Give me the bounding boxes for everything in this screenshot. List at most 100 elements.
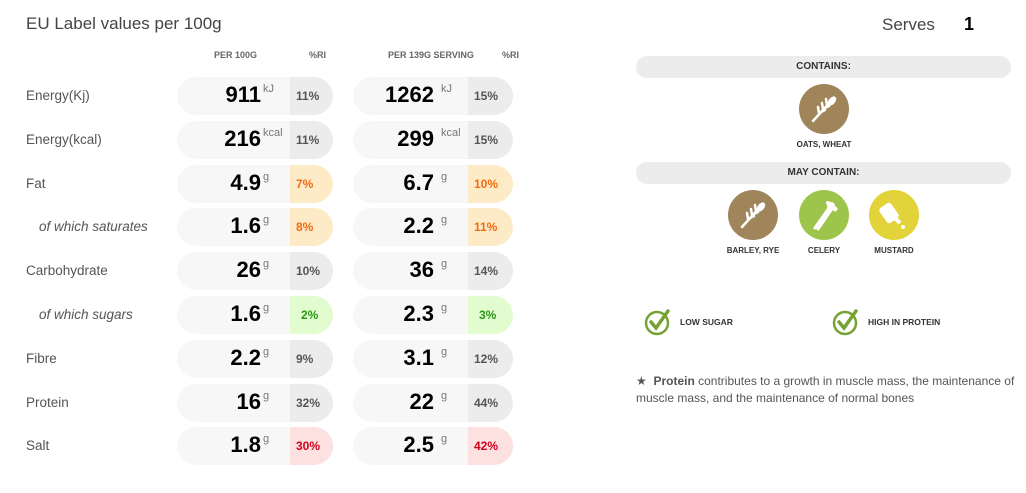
nutrient-label: Salt bbox=[26, 438, 50, 454]
per-100g-cell: 2.2 g 9% bbox=[177, 339, 333, 378]
value-per-100g: 26 bbox=[236, 257, 261, 283]
value-per-serving: 6.7 bbox=[403, 169, 434, 195]
unit: g bbox=[441, 389, 448, 402]
star-icon: ★ bbox=[636, 374, 647, 388]
value-per-serving: 22 bbox=[409, 388, 434, 414]
value-per-serving: 299 bbox=[397, 125, 434, 151]
wheat-icon bbox=[728, 190, 778, 240]
may-contain-heading: MAY CONTAIN: bbox=[636, 162, 1011, 184]
value-per-100g: 216 bbox=[224, 125, 261, 151]
ri-per-100g: 7% bbox=[290, 164, 333, 203]
unit: g bbox=[441, 345, 448, 358]
col-header-ri-serving: %RI bbox=[502, 50, 520, 60]
ri-per-100g: 10% bbox=[290, 252, 333, 291]
nutrient-label: of which sugars bbox=[39, 307, 133, 322]
unit: g bbox=[263, 214, 270, 227]
nutrient-label: Protein bbox=[26, 394, 69, 410]
value-per-100g: 1.6 bbox=[230, 301, 261, 326]
ri-per-100g: 8% bbox=[290, 208, 333, 247]
unit: g bbox=[441, 170, 448, 183]
per-serving-cell: 3.1 g 12% bbox=[353, 339, 513, 378]
per-100g-cell: 1.6 g 2% bbox=[177, 296, 333, 334]
col-header-per-100g: PER 100G bbox=[214, 50, 258, 60]
value-per-serving: 3.1 bbox=[403, 344, 434, 370]
check-circle-icon bbox=[832, 309, 858, 336]
table-row: Fat 4.9 g 7% 6.7 g 10% bbox=[0, 164, 620, 203]
allergen-celery: CELERY bbox=[779, 190, 869, 255]
claim-high-protein: HIGH IN PROTEIN bbox=[832, 308, 940, 336]
nutrient-label: of which saturates bbox=[39, 219, 148, 235]
wheat-icon bbox=[799, 84, 849, 134]
nutrient-label: Carbohydrate bbox=[26, 263, 108, 279]
serves-value: 1 bbox=[964, 14, 975, 34]
unit: g bbox=[441, 302, 448, 314]
value-per-100g: 911 bbox=[225, 82, 262, 107]
ri-per-serving: 3% bbox=[468, 296, 513, 334]
per-serving-cell: 299 kcal 15% bbox=[353, 120, 513, 159]
note-bold: Protein bbox=[653, 374, 695, 388]
ri-per-100g: 11% bbox=[290, 77, 333, 115]
per-100g-cell: 16 g 32% bbox=[177, 383, 333, 422]
ri-per-serving: 44% bbox=[468, 383, 513, 422]
note-text: contributes to a growth in muscle mass, … bbox=[636, 374, 1015, 405]
table-row: of which sugars 1.6 g 2% 2.3 g 3% bbox=[0, 296, 620, 334]
ri-per-serving: 14% bbox=[468, 252, 513, 291]
claim-label: LOW SUGAR bbox=[680, 317, 733, 327]
celery-icon bbox=[799, 190, 849, 240]
per-serving-cell: 2.5 g 42% bbox=[353, 427, 513, 466]
unit: kJ bbox=[441, 83, 452, 95]
check-circle-icon bbox=[644, 309, 670, 336]
value-per-100g: 4.9 bbox=[230, 169, 261, 195]
ri-per-serving: 10% bbox=[468, 164, 513, 203]
allergen-mustard: MUSTARD bbox=[849, 190, 939, 255]
page-title: EU Label values per 100g bbox=[26, 14, 222, 33]
ri-per-100g: 11% bbox=[290, 120, 333, 159]
nutrient-label: Energy(Kj) bbox=[26, 88, 90, 103]
table-row: Salt 1.8 g 30% 2.5 g 42% bbox=[0, 427, 620, 466]
mustard-icon bbox=[869, 190, 919, 240]
unit: g bbox=[263, 389, 270, 402]
ri-per-serving: 11% bbox=[468, 208, 513, 247]
unit: kJ bbox=[263, 83, 274, 95]
table-row: Protein 16 g 32% 22 g 44% bbox=[0, 383, 620, 422]
per-serving-cell: 1262 kJ 15% bbox=[353, 77, 513, 115]
table-row: of which saturates 1.6 g 8% 2.2 g 11% bbox=[0, 208, 620, 247]
allergen-barley-rye: BARLEY, RYE bbox=[708, 190, 798, 255]
ri-per-serving: 15% bbox=[468, 77, 513, 115]
health-claim-note: ★ Protein contributes to a growth in mus… bbox=[636, 373, 1016, 407]
per-100g-cell: 1.6 g 8% bbox=[177, 208, 333, 247]
unit: g bbox=[263, 345, 270, 358]
table-row: Carbohydrate 26 g 10% 36 g 14% bbox=[0, 252, 620, 291]
per-serving-cell: 36 g 14% bbox=[353, 252, 513, 291]
per-100g-cell: 4.9 g 7% bbox=[177, 164, 333, 203]
per-100g-cell: 911 kJ 11% bbox=[177, 77, 333, 115]
unit: g bbox=[441, 433, 448, 446]
nutrient-label: Energy(kcal) bbox=[26, 131, 102, 147]
unit: g bbox=[441, 258, 448, 271]
per-serving-cell: 2.2 g 11% bbox=[353, 208, 513, 247]
per-serving-cell: 6.7 g 10% bbox=[353, 164, 513, 203]
value-per-100g: 16 bbox=[236, 388, 261, 414]
table-row: Fibre 2.2 g 9% 3.1 g 12% bbox=[0, 339, 620, 378]
ri-per-100g: 2% bbox=[290, 296, 333, 334]
value-per-serving: 2.2 bbox=[403, 213, 434, 239]
allergen-name: OATS, WHEAT bbox=[796, 140, 852, 149]
value-per-serving: 36 bbox=[409, 257, 434, 283]
unit: g bbox=[441, 214, 448, 227]
table-row: Energy(kcal) 216 kcal 11% 299 kcal 15% bbox=[0, 120, 620, 159]
nutrient-label: Fibre bbox=[26, 350, 57, 366]
unit: g bbox=[263, 258, 270, 271]
value-per-100g: 1.8 bbox=[230, 432, 261, 458]
claim-label: HIGH IN PROTEIN bbox=[868, 317, 941, 327]
per-100g-cell: 216 kcal 11% bbox=[177, 120, 333, 159]
per-serving-cell: 22 g 44% bbox=[353, 383, 513, 422]
unit: kcal bbox=[441, 126, 461, 139]
ri-per-serving: 15% bbox=[468, 120, 513, 159]
value-per-100g: 1.6 bbox=[230, 213, 261, 239]
allergen-name: CELERY bbox=[807, 246, 841, 255]
serves-label: Serves bbox=[882, 15, 935, 34]
nutrient-label: Fat bbox=[26, 175, 46, 191]
col-header-ri: %RI bbox=[309, 50, 327, 60]
claim-low-sugar: LOW SUGAR bbox=[644, 308, 733, 336]
per-serving-cell: 2.3 g 3% bbox=[353, 296, 513, 334]
